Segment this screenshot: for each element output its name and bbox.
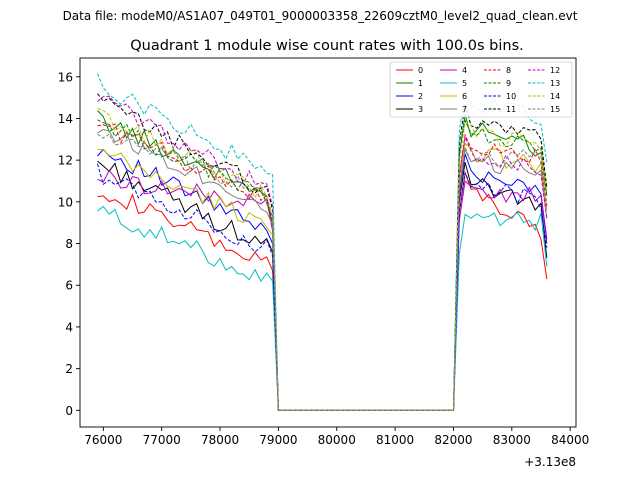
series-line-14 — [97, 107, 548, 411]
y-tick-label: 2 — [65, 362, 73, 376]
legend-label-3: 3 — [418, 105, 423, 114]
series-line-11 — [97, 93, 548, 411]
series-line-4 — [97, 169, 548, 411]
chart-title: Quadrant 1 module wise count rates with … — [130, 38, 524, 54]
legend-label-14: 14 — [550, 92, 560, 101]
figure-suptitle: Data file: modeM0/AS1A07_049T01_90000033… — [63, 9, 578, 23]
y-tick-label: 6 — [65, 279, 73, 293]
legend-label-2: 2 — [418, 92, 423, 101]
series-line-3 — [97, 160, 548, 411]
plot-area — [80, 58, 576, 427]
series-layer — [97, 73, 548, 411]
legend-label-8: 8 — [506, 66, 511, 75]
x-tick-label: 80000 — [318, 433, 356, 447]
series-line-5 — [97, 205, 548, 411]
x-tick-label: 76000 — [84, 433, 122, 447]
series-line-6 — [97, 142, 548, 411]
legend-label-13: 13 — [550, 79, 560, 88]
y-tick-label: 16 — [58, 70, 73, 84]
x-tick-label: 83000 — [493, 433, 531, 447]
y-tick-label: 8 — [65, 237, 73, 251]
x-tick-label: 77000 — [143, 433, 181, 447]
legend-label-12: 12 — [550, 66, 560, 75]
series-line-12 — [97, 95, 548, 411]
legend-label-5: 5 — [462, 79, 467, 88]
legend-label-10: 10 — [506, 92, 516, 101]
y-tick-label: 4 — [65, 320, 73, 334]
axes-border — [79, 57, 577, 428]
y-tick-label: 14 — [58, 112, 73, 126]
legend-label-4: 4 — [462, 66, 467, 75]
x-tick-label: 81000 — [376, 433, 414, 447]
y-tick-label: 10 — [58, 195, 73, 209]
legend-label-1: 1 — [418, 79, 423, 88]
y-tick-label: 0 — [65, 404, 73, 418]
legend-box — [389, 61, 573, 118]
x-axis: 76000 77000 78000 79000 80000 81000 82000 83000… — [84, 427, 589, 447]
x-tick-label: 78000 — [201, 433, 239, 447]
y-axis: 0 2 4 6 8 10 12 14 16 — [58, 70, 80, 418]
series-line-2 — [97, 148, 548, 411]
legend-label-11: 11 — [506, 105, 516, 114]
x-tick-label: 79000 — [259, 433, 297, 447]
series-line-0 — [97, 172, 548, 411]
legend-label-9: 9 — [506, 79, 511, 88]
x-tick-label: 84000 — [551, 433, 589, 447]
legend-label-0: 0 — [418, 66, 423, 75]
series-line-10 — [97, 163, 548, 411]
legend-label-6: 6 — [462, 92, 467, 101]
x-axis-offset-label: +3.13e8 — [524, 455, 576, 469]
y-tick-label: 12 — [58, 154, 73, 168]
series-line-15 — [97, 133, 548, 411]
series-line-9 — [97, 118, 548, 411]
legend-label-7: 7 — [462, 105, 467, 114]
legend-label-15: 15 — [550, 105, 560, 114]
x-tick-label: 82000 — [434, 433, 472, 447]
